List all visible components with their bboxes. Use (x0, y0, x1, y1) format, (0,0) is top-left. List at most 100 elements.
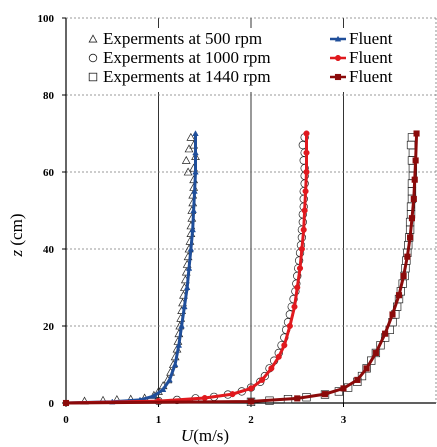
y-tick-label: 20 (43, 321, 55, 333)
y-tick-label: 0 (49, 398, 55, 410)
fluent-point (201, 394, 208, 402)
fluent-point (259, 376, 266, 383)
fluent-series-circle (62, 130, 310, 407)
experiment-point (183, 167, 193, 176)
experiment-point (367, 356, 376, 365)
experiment-series-circle (154, 133, 309, 406)
fluent-point (395, 292, 403, 299)
fluent-point (382, 330, 389, 337)
x-tick-label: 1 (156, 414, 162, 426)
fluent-point (411, 176, 418, 183)
fluent-point (410, 195, 417, 202)
fluent-point (321, 391, 329, 398)
y-axis-label-variable: z (7, 249, 26, 257)
fluent-point (150, 392, 158, 399)
experiment-point (184, 144, 194, 153)
fluent-point (62, 399, 70, 407)
fluent-point (181, 303, 188, 310)
axis-labels: U(m/s) z (cm) (7, 214, 229, 445)
fluent-point (413, 130, 420, 137)
fluent-point (301, 207, 308, 214)
fluent-point (191, 187, 198, 194)
fluent-point (400, 272, 407, 279)
fluent-series-square (62, 130, 420, 407)
fluent-point (300, 226, 307, 233)
tick-labels: 0 20 40 60 80 100 0 1 2 3 (38, 13, 347, 426)
fluent-point (408, 215, 415, 222)
x-axis-label-variable: U (181, 426, 195, 445)
legend-fluent-marker (334, 73, 342, 81)
y-axis-label-unit: (cm) (7, 214, 26, 250)
series-layer (62, 130, 420, 407)
fluent-point (303, 149, 310, 156)
legend-experiment-marker (88, 34, 98, 43)
fluent-point (302, 188, 309, 195)
legend-experiment-label: Experments at 1000 rpm (103, 48, 271, 67)
fluent-line (65, 133, 197, 405)
legend-fluent-label: Fluent (349, 67, 393, 86)
legend-fluent-marker (334, 35, 342, 42)
fluent-point (294, 284, 301, 291)
legend-background (72, 28, 422, 92)
fluent-point (171, 361, 179, 367)
fluent-point (372, 349, 379, 356)
fluent-point (291, 303, 298, 310)
x-tick-label: 3 (341, 414, 347, 426)
legend-fluent-label: Fluent (349, 48, 393, 67)
fluent-point (389, 311, 396, 318)
fluent-point (247, 385, 255, 392)
fluent-point (363, 365, 370, 372)
fluent-point (187, 245, 195, 252)
experiment-point (371, 348, 381, 358)
fluent-point (275, 353, 282, 360)
fluent-point (159, 386, 167, 393)
fluent-point (281, 342, 288, 349)
legend-fluent-label: Fluent (349, 29, 393, 48)
fluent-point (229, 391, 236, 398)
y-tick-label: 40 (43, 244, 55, 256)
fluent-point (178, 322, 185, 329)
fluent-point (175, 341, 183, 348)
fluent-point (354, 376, 361, 383)
fluent-point (296, 265, 304, 272)
legend-experiment-label: Experments at 500 rpm (103, 29, 262, 48)
fluent-point (192, 130, 199, 136)
fluent-point (166, 376, 173, 383)
y-tick-label: 80 (43, 90, 55, 102)
legend: Experments at 500 rpm Fluent Experments at… (72, 28, 422, 92)
fluent-point (294, 395, 301, 402)
y-tick-label: 60 (43, 167, 55, 179)
fluent-point (190, 207, 197, 213)
fluent-line (65, 133, 419, 405)
fluent-point (185, 264, 193, 271)
fluent-point (247, 398, 255, 405)
fluent-point (340, 385, 347, 392)
legend-experiment-marker (88, 53, 98, 63)
legend-experiment-label: Experments at 1440 rpm (103, 67, 271, 86)
fluent-point (268, 365, 275, 372)
experiment-point (289, 294, 298, 304)
fluent-point (303, 130, 310, 137)
legend-fluent-marker (334, 54, 342, 62)
fluent-point (189, 226, 196, 233)
y-axis-label: z (cm) (7, 214, 26, 258)
fluent-point (183, 284, 191, 290)
x-tick-label: 2 (248, 414, 254, 426)
fluent-line (65, 133, 308, 405)
x-tick-label: 0 (63, 414, 69, 426)
fluent-point (192, 149, 199, 156)
fluent-point (407, 234, 414, 241)
experiment-point (181, 155, 191, 164)
x-axis-label: U(m/s) (181, 426, 229, 445)
fluent-point (412, 157, 419, 164)
experiment-point (186, 132, 196, 141)
legend-experiment-marker (88, 72, 98, 82)
experiment-series-triangle (80, 132, 200, 405)
fluent-point (192, 168, 199, 175)
fluent-point (298, 245, 305, 253)
fluent-series-triangle (62, 130, 199, 406)
fluent-point (303, 168, 310, 176)
fluent-point (286, 322, 293, 330)
experiment-point (406, 140, 416, 150)
